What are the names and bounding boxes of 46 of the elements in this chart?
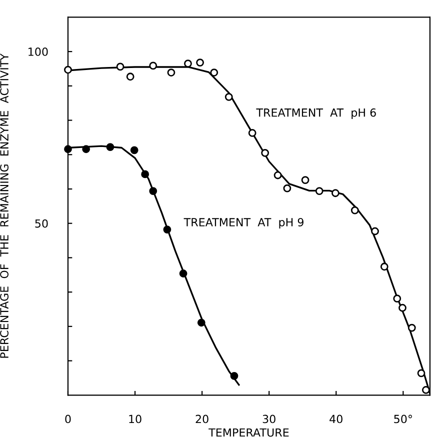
- point: [130, 146, 138, 154]
- point: [274, 171, 282, 180]
- x-axis-title: TEMPERATURE: [208, 428, 289, 437]
- y-tick-label: 100: [28, 48, 48, 56]
- x-tick-label: 20: [196, 414, 208, 424]
- point: [106, 143, 114, 152]
- point: [261, 148, 270, 157]
- point: [350, 206, 359, 214]
- point: [82, 145, 90, 154]
- point: [283, 184, 292, 192]
- point: [248, 129, 256, 137]
- point: [149, 62, 158, 70]
- point: [116, 62, 124, 71]
- x-tick-label: 30: [262, 414, 276, 424]
- y-axis-title: PERCENTAGE OF THE REMAINING ENZYME ACTIVITY: [0, 54, 9, 358]
- point: [301, 176, 310, 184]
- point: [371, 227, 379, 236]
- point: [332, 189, 340, 198]
- point: [184, 60, 192, 68]
- point: [64, 66, 72, 74]
- point: [210, 68, 218, 76]
- point: [315, 187, 324, 195]
- point: [167, 68, 176, 76]
- annotation: TREATMENT AT pH 9: [184, 218, 304, 229]
- point: [393, 294, 402, 303]
- annotation: TREATMENT AT pH 6: [256, 108, 376, 119]
- point: [417, 369, 426, 378]
- point: [398, 304, 406, 312]
- point: [179, 270, 188, 278]
- y-tick-label: 50: [35, 219, 48, 228]
- point: [380, 262, 388, 271]
- point: [126, 72, 134, 81]
- point: [408, 324, 416, 332]
- point: [422, 386, 430, 394]
- point: [196, 58, 204, 67]
- point: [163, 226, 172, 234]
- point: [149, 187, 158, 195]
- point: [224, 92, 233, 101]
- point: [197, 318, 206, 327]
- x-tick-label: 50°: [394, 414, 412, 424]
- x-tick-label: 10: [129, 414, 142, 424]
- x-tick-label: 0: [65, 414, 71, 424]
- point: [141, 170, 150, 178]
- point: [230, 372, 238, 380]
- point: [64, 145, 72, 154]
- x-tick-label: 40: [330, 414, 342, 424]
